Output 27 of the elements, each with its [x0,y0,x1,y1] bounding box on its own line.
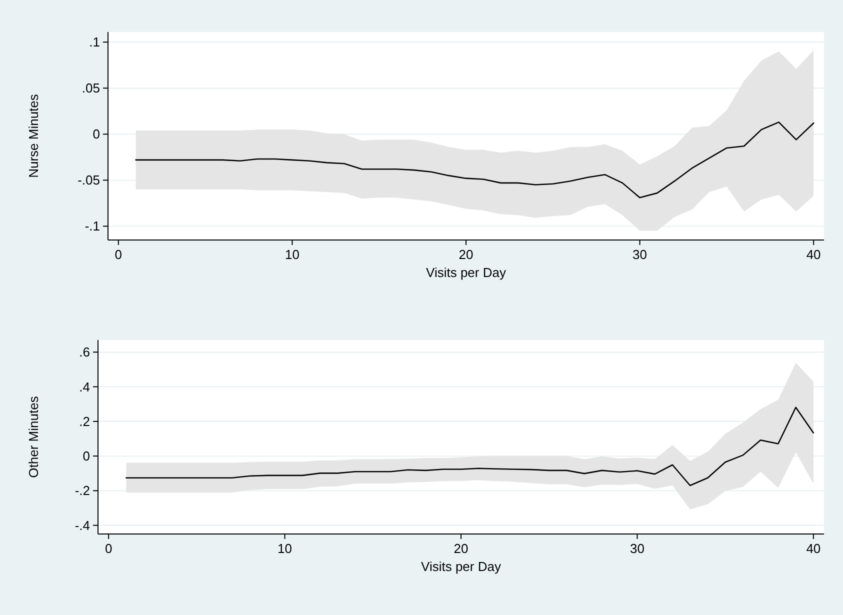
y-tick-label: -.4 [74,518,90,533]
y-tick-label: -.05 [78,172,100,188]
x-tick-label: 40 [806,541,821,556]
x-tick-label: 10 [278,541,292,556]
y-axis-title: Other Minutes [26,396,41,478]
x-tick-label: 30 [632,247,648,262]
x-axis-title: Visits per Day [426,265,506,280]
x-tick-label: 20 [454,541,468,556]
y-tick-label: .4 [79,379,90,394]
y-tick-label: .6 [79,344,90,360]
x-tick-label: 0 [104,541,112,556]
line-series [135,122,814,198]
x-tick-label: 10 [284,247,300,262]
y-tick-label: -.2 [74,483,90,498]
y-tick-label: .1 [89,34,100,50]
y-tick-label: -.1 [84,218,100,234]
x-tick-label: 40 [806,247,821,262]
y-axis-title: Nurse Minutes [26,94,41,178]
x-axis-title: Visits per Day [421,559,502,574]
x-tick-label: 0 [114,247,122,262]
y-tick-label: 0 [82,448,90,464]
y-tick-label: .05 [82,80,100,96]
x-tick-label: 30 [630,541,644,556]
x-tick-label: 20 [458,247,474,262]
y-tick-label: .2 [79,414,90,429]
y-tick-label: 0 [92,126,100,142]
line-series [126,406,814,486]
